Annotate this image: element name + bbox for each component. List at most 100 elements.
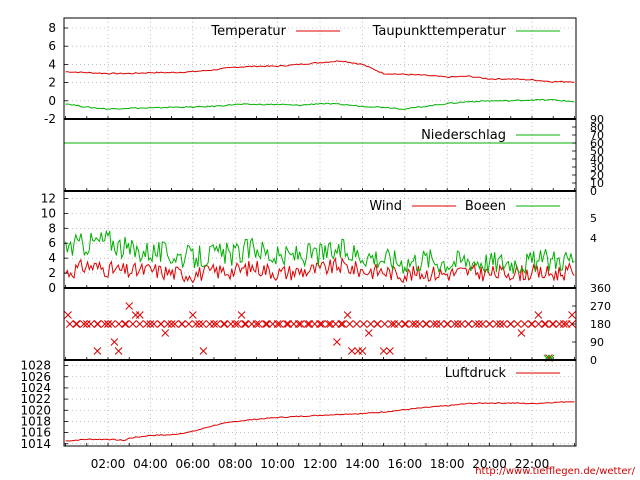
y-tick-label: 4 <box>48 251 56 265</box>
wind-direction-mark <box>496 320 505 328</box>
y-tick-label: 6 <box>48 236 56 250</box>
wind-direction-mark <box>198 320 207 328</box>
y-tick-label-right: 60 <box>590 137 604 150</box>
wind-direction-mark <box>485 320 494 328</box>
wind-direction-mark <box>555 320 564 328</box>
wind-direction-mark <box>114 347 123 355</box>
y-tick-label: 1020 <box>20 403 51 417</box>
wind-direction-mark <box>220 320 229 328</box>
wind-direction-mark <box>364 329 373 337</box>
wind-direction-mark <box>359 320 368 328</box>
y-tick-label: 8 <box>48 21 56 35</box>
y-tick-label: 2 <box>48 76 56 90</box>
wind-direction-mark <box>268 320 277 328</box>
wind-direction-mark <box>121 320 130 328</box>
wind-direction-mark <box>345 320 354 328</box>
wind-direction-mark <box>453 320 462 328</box>
wind-direction-mark <box>107 320 116 328</box>
wind-direction-mark <box>93 347 102 355</box>
y-tick-label-right: 90 <box>590 113 604 126</box>
wind-direction-mark <box>226 320 235 328</box>
y-tick-label-right: 5 <box>590 212 597 225</box>
wind-direction-mark <box>400 320 409 328</box>
wind-direction-mark <box>93 320 102 328</box>
wind-direction-mark <box>282 320 291 328</box>
y-tick-label: -2 <box>44 112 56 126</box>
wind-direction-mark <box>568 311 576 319</box>
wind-direction-mark <box>86 320 95 328</box>
boeen-line <box>65 229 575 275</box>
wind-direction-mark <box>331 320 340 328</box>
wind-direction-mark <box>492 320 501 328</box>
wind-direction-mark <box>347 347 356 355</box>
wind-direction-mark <box>191 320 200 328</box>
wind-direction-mark <box>289 320 298 328</box>
wind-direction-mark <box>184 320 193 328</box>
legend-luftdruck: Luftdruck <box>445 366 507 381</box>
x-tick-label: 10:00 <box>260 457 295 471</box>
wind-direction-mark <box>65 320 74 328</box>
wind-direction-mark <box>310 320 319 328</box>
wind-direction-mark <box>296 320 305 328</box>
wind-direction-mark <box>429 320 438 328</box>
x-tick-label: 12:00 <box>303 457 338 471</box>
wind-direction-mark <box>142 320 151 328</box>
wind-direction-mark <box>149 320 158 328</box>
luftdruck-line <box>65 401 575 442</box>
y-tick-label-right: 40 <box>590 153 604 166</box>
temperature-line <box>65 60 575 83</box>
wind-direction-mark <box>373 320 382 328</box>
wind-direction-mark <box>422 320 431 328</box>
footer-url: http://www.tiefflegen.de/wetter/ <box>475 466 635 477</box>
wind-direction-mark <box>436 320 445 328</box>
y-tick-label: 1014 <box>20 437 51 451</box>
wind-direction-mark <box>358 347 367 355</box>
y-tick-label: 0 <box>48 281 56 295</box>
wind-direction-mark <box>254 320 263 328</box>
y-tick-label: 12 <box>41 191 56 205</box>
wind-direction-mark <box>333 338 341 346</box>
wind-direction-mark <box>443 320 452 328</box>
y-tick-label: 0 <box>48 94 56 108</box>
wind-direction-mark <box>72 320 81 328</box>
wind-direction-mark <box>135 320 144 328</box>
wind-direction-mark <box>408 320 417 328</box>
y-tick-label-right: 4 <box>590 232 597 245</box>
wind-direction-mark <box>233 320 242 328</box>
wind-direction-mark <box>317 320 326 328</box>
wind-direction-mark <box>284 320 293 328</box>
x-tick-label: 22:00 <box>515 457 550 471</box>
wind-direction-mark <box>478 320 487 328</box>
wind-direction-mark <box>104 320 112 328</box>
legend-taupunkt: Taupunkttemperatur <box>372 24 507 39</box>
x-tick-label: 14:00 <box>345 457 380 471</box>
wind-direction-mark <box>324 320 333 328</box>
wind-direction-mark <box>338 320 347 328</box>
wind-direction-mark <box>110 338 119 346</box>
text-layer: 02:00 04:00 06:00 08:00 10:00 12:00 14:00 16:00… <box>20 21 611 471</box>
x-tick-label: 06:00 <box>176 457 211 471</box>
y-tick-label-right: 10 <box>590 177 604 190</box>
wind-direction-mark <box>263 320 271 328</box>
wind-direction-mark <box>114 320 123 328</box>
wind-direction-mark <box>195 320 204 328</box>
wind-direction-mark <box>247 320 256 328</box>
wind-direction-mark <box>125 302 134 310</box>
wind-direction-mark <box>475 320 483 328</box>
y-tick-label-right: 80 <box>590 121 604 134</box>
dewpoint-line <box>65 98 575 110</box>
data-layer <box>64 60 576 442</box>
legend-boeen: Boeen <box>465 199 506 214</box>
y-tick-label-right: 50 <box>590 145 604 158</box>
wind-direction-mark <box>128 320 137 328</box>
wind-direction-mark <box>379 347 388 355</box>
y-tick-label-right: 70 <box>590 129 604 142</box>
x-tick-label: 16:00 <box>388 457 423 471</box>
wind-direction-mark <box>352 320 361 328</box>
wind-direction-mark <box>205 320 214 328</box>
y-tick-label: 10 <box>41 206 56 220</box>
wind-direction-mark <box>161 329 170 337</box>
wind-direction-mark <box>415 320 424 328</box>
wind-direction-mark <box>261 320 270 328</box>
